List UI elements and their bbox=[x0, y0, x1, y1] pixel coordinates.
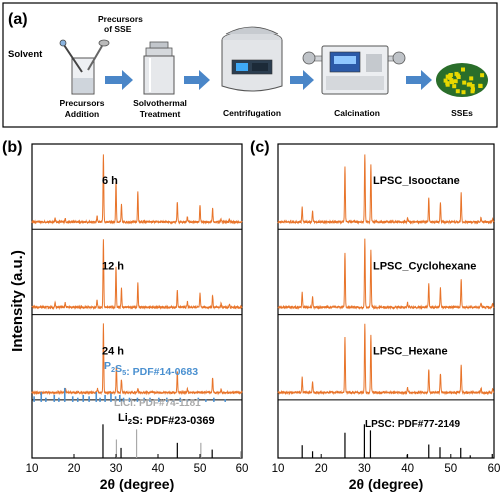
x-tick-label: 10 bbox=[272, 463, 285, 475]
panel-label-a: (a) bbox=[8, 11, 28, 28]
process-arrow-4 bbox=[406, 70, 432, 90]
solvent-label: Solvent bbox=[8, 49, 43, 60]
step-label-solvothermal-1: Solvothermal bbox=[133, 98, 187, 108]
crystal-grain bbox=[452, 84, 457, 89]
series-label-c-1: LPSC_Isooctane bbox=[373, 175, 460, 187]
x-tick-label: 60 bbox=[488, 463, 500, 475]
crystal-grain bbox=[480, 73, 485, 78]
step-label-calcination: Calcination bbox=[334, 108, 380, 118]
crystal-grain bbox=[455, 89, 460, 94]
x-tick-label: 50 bbox=[444, 463, 457, 475]
reference-label-b-1: P2S5: PDF#14-0683 bbox=[104, 360, 198, 378]
tube-furnace-icon bbox=[302, 45, 406, 95]
reference-label-b-3: Li2S: PDF#23-0369 bbox=[118, 412, 215, 427]
precursors-sse-label-1: Precursors bbox=[98, 14, 143, 24]
x-tick-label: 30 bbox=[358, 463, 371, 475]
xrd-pattern-b-1 bbox=[31, 154, 243, 225]
step-label-centrifugation: Centrifugation bbox=[223, 108, 281, 118]
step-label-solvothermal-2: Treatment bbox=[140, 109, 181, 119]
x-tick-label: 10 bbox=[26, 463, 39, 475]
crystal-grain bbox=[443, 78, 448, 83]
x-tick-label: 40 bbox=[401, 463, 414, 475]
xrd-pattern-b-2 bbox=[31, 239, 243, 311]
x-tick-label: 20 bbox=[315, 463, 328, 475]
precursors-sse-label-2: of SSE bbox=[104, 24, 132, 34]
reference-label-b-2: LiCl: PDF#74-1181 bbox=[114, 398, 201, 409]
process-arrow-3 bbox=[290, 70, 314, 90]
x-tick-label: 60 bbox=[236, 463, 249, 475]
crystal-grain bbox=[445, 74, 450, 79]
series-label-c-2: LPSC_Cyclohexane bbox=[373, 260, 476, 272]
crystal-grain bbox=[453, 79, 458, 84]
crystal-grain bbox=[471, 87, 475, 92]
crystal-grain bbox=[470, 84, 475, 88]
panel-label-b: (b) bbox=[2, 139, 22, 156]
series-label-b-1: 6 h bbox=[102, 175, 118, 187]
plot-frame-c bbox=[277, 143, 495, 459]
step-label-precursors-2: Addition bbox=[65, 109, 99, 119]
x-tick-label: 30 bbox=[110, 463, 123, 475]
centrifuge-icon bbox=[221, 26, 283, 92]
xrd-pattern-c-2 bbox=[277, 238, 495, 311]
xrd-chart-b: 6 h 12 h 24 h P2S5: PDF#14-0683 LiCl: PDF#74… bbox=[9, 143, 249, 492]
crystal-grain bbox=[461, 67, 465, 72]
crystal-grain bbox=[461, 90, 466, 95]
step-label-sses: SSEs bbox=[451, 108, 473, 118]
panel-label-c: (c) bbox=[250, 139, 270, 156]
series-label-b-3: 24 h bbox=[102, 346, 124, 358]
crystal-grain bbox=[447, 75, 452, 80]
xrd-pattern-c-3 bbox=[277, 323, 495, 396]
x-axis-label-b: 2θ (degree) bbox=[100, 476, 174, 492]
y-axis-label: Intensity (a.u.) bbox=[9, 250, 26, 352]
crystal-grain bbox=[466, 82, 471, 87]
crystal-grain bbox=[449, 79, 454, 84]
precursor-beaker-icon bbox=[59, 39, 95, 95]
autoclave-icon bbox=[143, 41, 175, 95]
process-arrow-1 bbox=[105, 70, 133, 90]
xrd-pattern-c-1 bbox=[277, 154, 495, 225]
crystal-grain bbox=[448, 73, 453, 77]
x-tick-label: 50 bbox=[194, 463, 207, 475]
x-tick-label: 40 bbox=[152, 463, 165, 475]
crystal-grain bbox=[462, 80, 467, 85]
reference-label-c-1: LPSC: PDF#77-2149 bbox=[365, 419, 460, 430]
sse-crystal-icon bbox=[436, 63, 488, 97]
crystal-grain bbox=[445, 82, 450, 87]
xrd-chart-c: LPSC_Isooctane LPSC_Cyclohexane LPSC_Hexan… bbox=[272, 143, 500, 492]
x-tick-label: 20 bbox=[68, 463, 81, 475]
crystal-grain bbox=[454, 71, 459, 76]
series-label-c-3: LPSC_Hexane bbox=[373, 346, 448, 358]
crystal-grain bbox=[469, 76, 474, 81]
x-axis-label-c: 2θ (degree) bbox=[349, 476, 423, 492]
crystal-grain bbox=[478, 84, 483, 88]
spoon-icon bbox=[87, 39, 110, 71]
xrd-pattern-b-3 bbox=[31, 323, 243, 396]
process-arrow-2 bbox=[184, 70, 210, 90]
series-label-b-2: 12 h bbox=[102, 260, 124, 272]
step-label-precursors-1: Precursors bbox=[60, 98, 105, 108]
